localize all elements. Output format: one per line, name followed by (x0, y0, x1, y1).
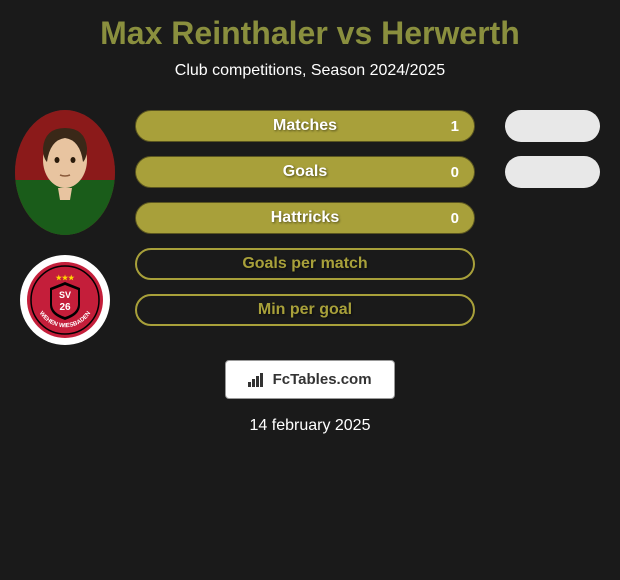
stat-value: 0 (451, 164, 459, 181)
stat-bar: Goals per match (135, 248, 475, 280)
stat-label: Goals (283, 163, 327, 181)
right-slot (505, 110, 615, 142)
stat-value: 1 (451, 118, 459, 135)
stat-row: Goals 0 (135, 156, 495, 188)
svg-text:26: 26 (59, 302, 71, 313)
brand-badge: FcTables.com (225, 360, 394, 399)
stat-bar: Min per goal (135, 294, 475, 326)
right-column (505, 110, 615, 340)
stat-row: Matches 1 (135, 110, 495, 142)
footer: FcTables.com 14 february 2025 (0, 360, 620, 435)
svg-text:★★★: ★★★ (56, 274, 76, 282)
stat-row: Goals per match (135, 248, 495, 280)
stat-bar: Goals 0 (135, 156, 475, 188)
stat-bar: Hattricks 0 (135, 202, 475, 234)
stat-label: Min per goal (258, 301, 352, 319)
comparison-pill (505, 110, 600, 142)
chart-icon (248, 371, 268, 388)
stat-label: Hattricks (271, 209, 339, 227)
stat-row: Hattricks 0 (135, 202, 495, 234)
brand-text: FcTables.com (273, 371, 372, 388)
content-area: ★★★ SV 26 WEHEN WIESBADEN Matches 1 Goals 0… (0, 110, 620, 345)
stat-bar: Matches 1 (135, 110, 475, 142)
stat-label: Matches (273, 117, 337, 135)
stat-label: Goals per match (242, 255, 367, 273)
stat-row: Min per goal (135, 294, 495, 326)
right-slot (505, 294, 615, 326)
svg-text:SV: SV (59, 290, 71, 300)
date-text: 14 february 2025 (0, 417, 620, 435)
subtitle: Club competitions, Season 2024/2025 (0, 62, 620, 80)
comparison-pill (505, 156, 600, 188)
club-badge: ★★★ SV 26 WEHEN WIESBADEN (20, 255, 110, 345)
right-slot (505, 156, 615, 188)
stat-value: 0 (451, 210, 459, 227)
left-column: ★★★ SV 26 WEHEN WIESBADEN (5, 110, 125, 345)
stats-column: Matches 1 Goals 0 Hattricks 0 Goals per match M… (125, 110, 505, 340)
right-slot (505, 202, 615, 234)
page-title: Max Reinthaler vs Herwerth (0, 15, 620, 52)
player-photo (15, 110, 115, 235)
right-slot (505, 248, 615, 280)
